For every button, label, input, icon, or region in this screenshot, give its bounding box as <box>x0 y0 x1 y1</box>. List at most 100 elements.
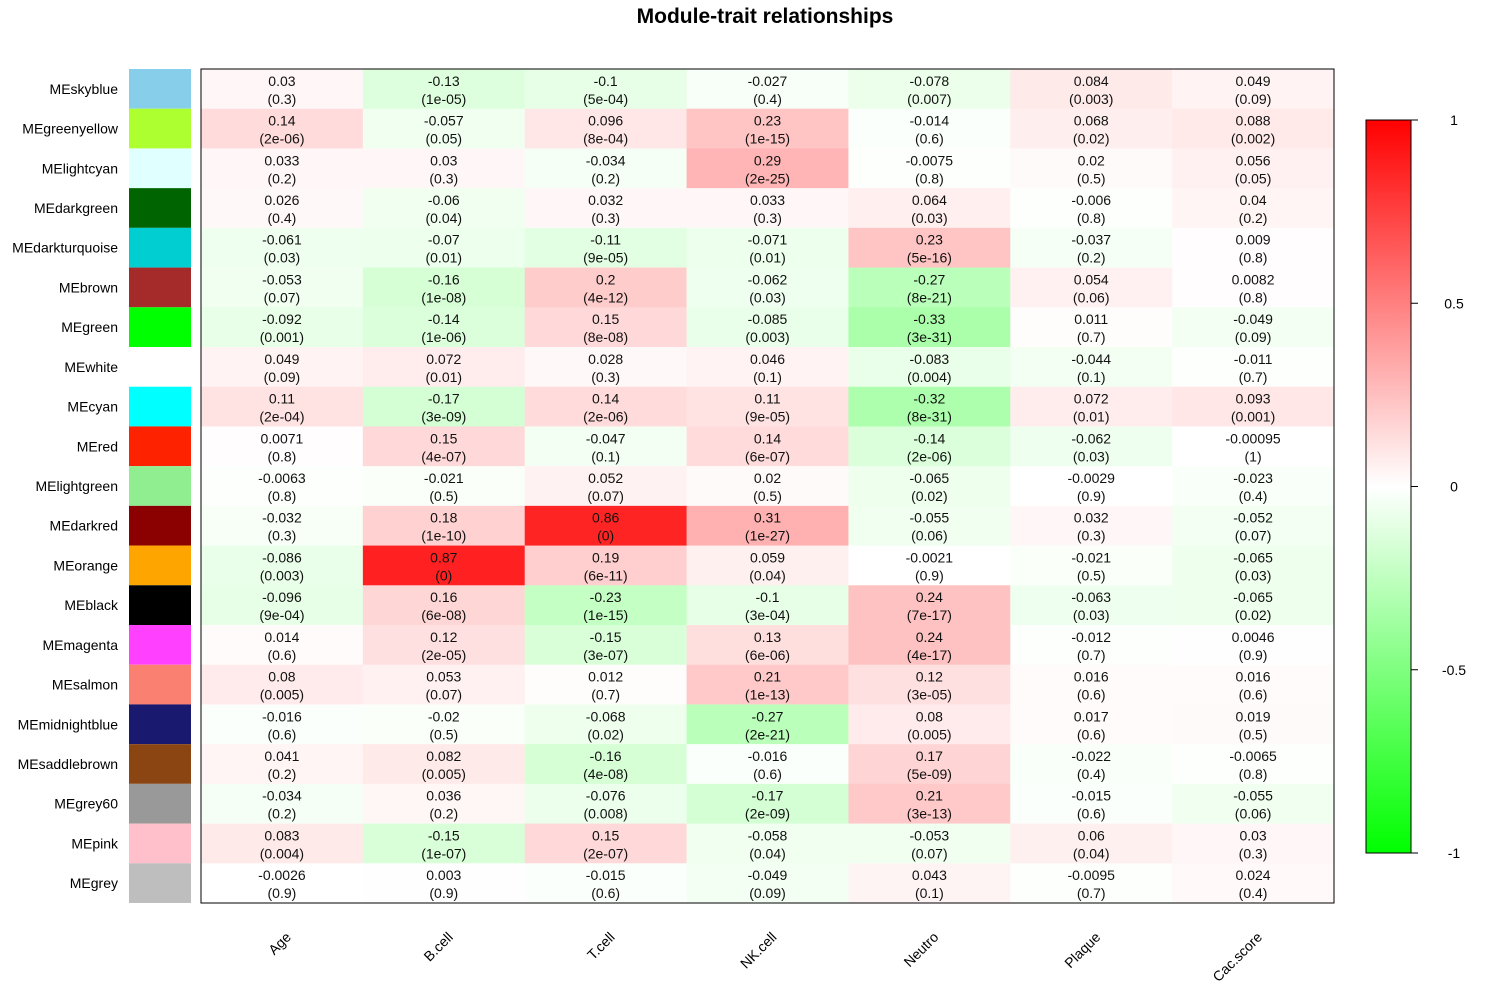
heatmap-cell <box>1172 188 1335 229</box>
heatmap-cell <box>1172 823 1335 864</box>
cell-pvalue: (0.6) <box>1077 687 1106 703</box>
cell-pvalue: (0.6) <box>268 726 297 742</box>
heatmap-cell <box>362 227 526 269</box>
cell-pvalue: (5e-16) <box>907 250 952 266</box>
cell-correlation: -0.063 <box>1071 589 1111 605</box>
cell-pvalue: (0.03) <box>749 289 786 305</box>
row-label: MEgrey <box>70 875 118 891</box>
cell-correlation: -0.015 <box>586 867 626 883</box>
cell-correlation: -0.16 <box>428 271 460 287</box>
cell-correlation: -0.022 <box>1071 748 1111 764</box>
heatmap-cell <box>201 188 364 229</box>
cell-pvalue: (0.005) <box>260 687 304 703</box>
heatmap-cell <box>524 585 688 626</box>
cell-pvalue: (0.3) <box>429 170 458 186</box>
heatmap-cell <box>848 188 1011 229</box>
cell-correlation: 0.23 <box>916 232 943 248</box>
cell-pvalue: (0.06) <box>1073 289 1110 305</box>
heatmap-cell <box>686 307 849 348</box>
cell-correlation: 0.032 <box>1074 510 1109 526</box>
cell-pvalue: (0.04) <box>749 845 786 861</box>
cell-pvalue: (1e-05) <box>421 91 466 107</box>
cell-correlation: 0.053 <box>426 669 461 685</box>
heatmap-cell <box>848 307 1011 348</box>
cell-pvalue: (0.8) <box>1239 766 1268 782</box>
cell-pvalue: (0.2) <box>429 806 458 822</box>
cell-correlation: 0.041 <box>264 748 299 764</box>
cell-pvalue: (2e-25) <box>745 170 790 186</box>
cell-correlation: 0.02 <box>754 470 781 486</box>
module-swatch <box>129 783 191 824</box>
cell-pvalue: (7e-17) <box>907 607 952 623</box>
cell-correlation: -0.065 <box>910 470 950 486</box>
cell-pvalue: (0.07) <box>911 845 948 861</box>
cell-correlation: 0.21 <box>916 788 943 804</box>
cell-correlation: 0.054 <box>1074 271 1109 287</box>
heatmap-cell <box>686 585 849 626</box>
module-swatch <box>129 426 191 467</box>
cell-pvalue: (1e-15) <box>583 607 628 623</box>
heatmap-cell <box>686 347 849 388</box>
heatmap-cell <box>524 505 688 547</box>
cell-pvalue: (0.02) <box>1235 607 1272 623</box>
cell-correlation: -0.047 <box>586 430 626 446</box>
heatmap-cell <box>1172 108 1335 149</box>
heatmap-cell <box>1172 625 1335 666</box>
cell-pvalue: (4e-17) <box>907 647 952 663</box>
heatmap-cell <box>524 267 688 308</box>
heatmap-cell <box>1172 347 1335 388</box>
cell-correlation: -0.0075 <box>906 152 954 168</box>
heatmap-cell <box>848 267 1011 308</box>
module-swatch <box>129 307 191 347</box>
heatmap-cell <box>1010 704 1173 745</box>
heatmap-cell <box>524 108 688 149</box>
cell-pvalue: (0.9) <box>915 567 944 583</box>
heatmap-cell <box>362 823 526 864</box>
row-label: MEsaddlebrown <box>18 756 118 772</box>
cell-pvalue: (4e-12) <box>583 289 628 305</box>
cell-correlation: 0.052 <box>588 470 623 486</box>
colorbar-tick-label: -1 <box>1448 845 1461 861</box>
cell-pvalue: (0) <box>597 528 614 544</box>
cell-pvalue: (0.002) <box>1231 131 1275 147</box>
heatmap-cell <box>524 823 688 864</box>
cell-pvalue: (0.003) <box>745 329 789 345</box>
row-label: MEred <box>77 438 118 454</box>
cell-correlation: -0.078 <box>910 73 950 89</box>
heatmap-cell <box>1010 505 1173 547</box>
cell-pvalue: (2e-05) <box>421 647 466 663</box>
cell-correlation: -0.058 <box>748 827 788 843</box>
module-swatch <box>129 227 191 268</box>
heatmap-cell <box>524 744 688 785</box>
cell-correlation: 0.15 <box>430 430 457 446</box>
heatmap-cell <box>686 69 849 110</box>
cell-pvalue: (0.09) <box>1235 329 1272 345</box>
cell-correlation: -0.071 <box>748 232 788 248</box>
cell-correlation: 0.2 <box>596 271 616 287</box>
row-label: MEbrown <box>59 279 118 295</box>
cell-pvalue: (0.8) <box>268 448 297 464</box>
cell-correlation: 0.0046 <box>1232 629 1275 645</box>
heatmap-cell <box>524 704 688 745</box>
module-swatch <box>129 863 191 903</box>
cell-correlation: -0.17 <box>428 391 460 407</box>
cell-correlation: -0.014 <box>910 113 950 129</box>
column-label: Age <box>265 929 294 958</box>
heatmap-cell <box>524 307 688 348</box>
heatmap-cell <box>362 664 526 705</box>
heatmap-cell <box>1010 783 1173 825</box>
cell-correlation: 0.18 <box>430 510 457 526</box>
row-label: MEsalmon <box>52 677 118 693</box>
cell-correlation: 0.028 <box>588 351 623 367</box>
module-swatch <box>129 585 191 625</box>
column-label: NK.cell <box>737 929 780 972</box>
cell-pvalue: (0.004) <box>907 369 951 385</box>
cell-correlation: -0.27 <box>752 708 784 724</box>
heatmap-cell <box>201 347 364 388</box>
heatmap-cell <box>524 545 688 586</box>
cell-correlation: 0.033 <box>264 152 299 168</box>
heatmap-cell <box>1172 585 1335 626</box>
heatmap-cell <box>848 783 1011 825</box>
heatmap-cell <box>201 783 364 825</box>
cell-pvalue: (6e-06) <box>745 647 790 663</box>
